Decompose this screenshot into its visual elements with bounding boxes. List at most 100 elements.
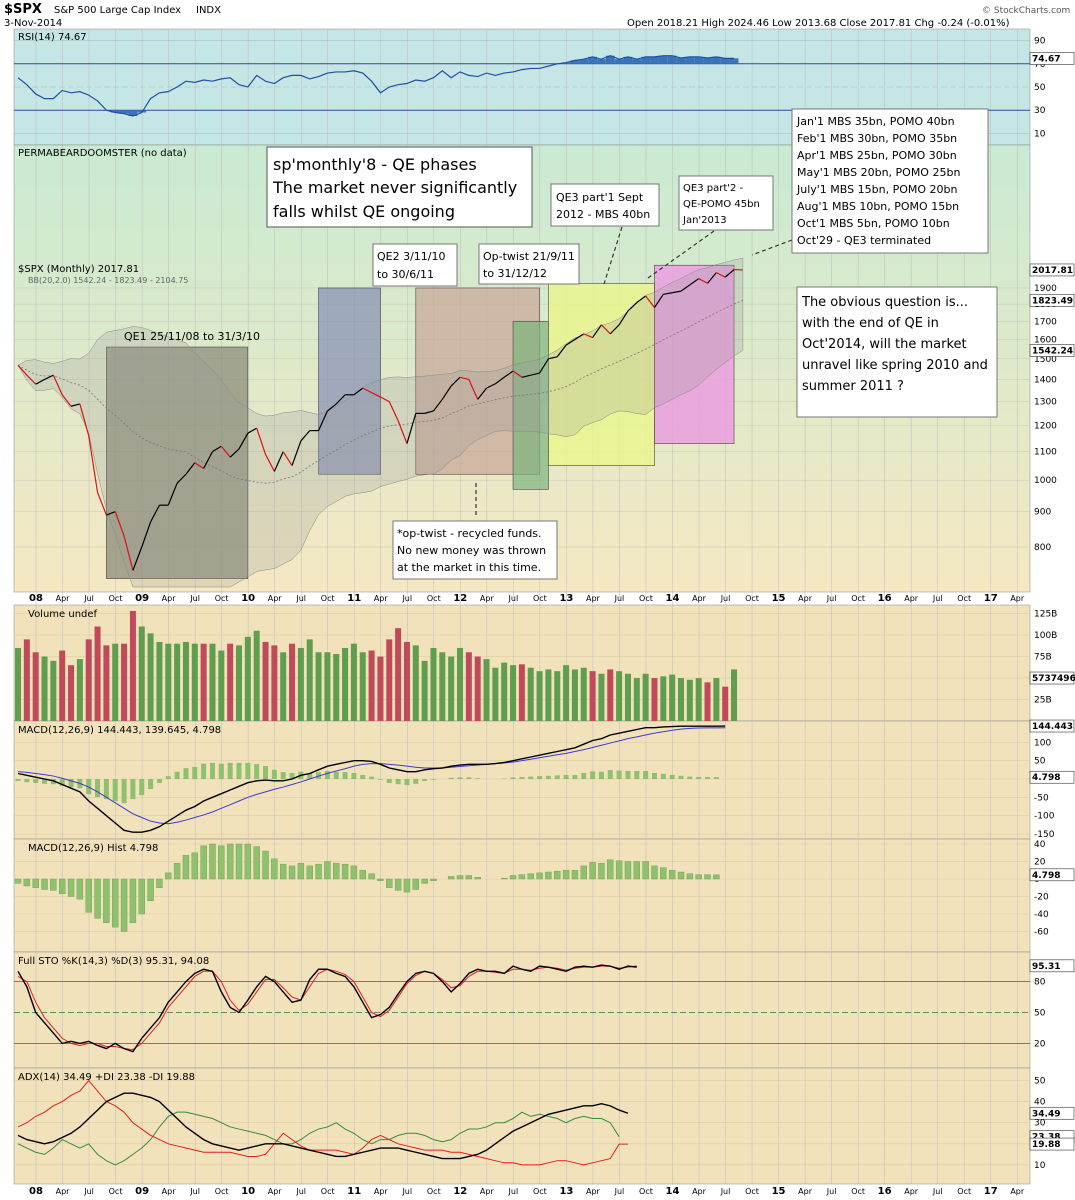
x-tick-label: 14 — [666, 1186, 680, 1197]
y-tick-label: 90 — [1034, 37, 1046, 47]
adx-last-label-box — [1029, 1106, 1075, 1120]
y-tick-label: -100 — [1034, 812, 1055, 822]
price-segment — [282, 451, 293, 466]
macd-hist-bar — [226, 843, 234, 880]
macd-hist-bar — [456, 875, 464, 880]
price-segment — [132, 546, 143, 571]
macd-hist-bar — [209, 843, 216, 880]
volume-bar — [236, 645, 242, 721]
volume-bar — [492, 667, 499, 721]
y-tick-label: 1100 — [1034, 448, 1057, 458]
volume-bar — [15, 647, 21, 721]
macd-hist-bar — [85, 878, 92, 913]
price-segment — [229, 448, 240, 458]
volume-bar — [642, 673, 649, 721]
macd-hist-bar — [324, 861, 331, 880]
y-tick-label: 125B — [1034, 610, 1057, 620]
x-tick-label: Apr — [1010, 594, 1025, 603]
x-tick-label: Oct — [321, 594, 335, 603]
volume-bar — [121, 643, 128, 721]
x-tick-label: 16 — [878, 593, 892, 604]
rsi-last-label-box — [1029, 52, 1075, 65]
price-segment — [397, 420, 408, 444]
macd-hist-bar — [518, 874, 526, 880]
rsi-last-label: 74.67 — [1032, 54, 1060, 64]
macd-hist-bar — [386, 878, 393, 888]
x-tick-label: Oct — [321, 1187, 335, 1196]
price-segment — [672, 290, 682, 294]
macd-hist-bar — [554, 870, 561, 880]
price-segment — [212, 445, 222, 453]
y-tick-label: 50 — [1034, 83, 1046, 93]
price-segment — [167, 482, 178, 506]
macd-hist-bar — [447, 876, 455, 880]
adx-title: ADX(14) 34.49 +DI 23.38 -DI 19.88 — [18, 1072, 195, 1083]
rsi-title: RSI(14) 74.67 — [18, 32, 87, 43]
y-tick-label: 70 — [1034, 60, 1046, 70]
svg-text:sp'monthly'8 - QE phases: sp'monthly'8 - QE phases — [273, 155, 477, 174]
x-tick-label: Oct — [745, 1187, 759, 1196]
x-tick-label: Jul — [508, 594, 519, 603]
macd-hist-bar — [474, 877, 481, 880]
x-tick-label: Jul — [295, 1187, 306, 1196]
price-segment — [327, 403, 337, 412]
svg-text:2012 - MBS 40bn: 2012 - MBS 40bn — [556, 208, 650, 221]
macd-hist-title: MACD(12,26,9) Hist 4.798 — [28, 843, 158, 854]
volume-bar — [571, 669, 578, 721]
volume-bar — [174, 643, 181, 721]
volume-bar — [722, 686, 729, 721]
svg-text:with the end of QE in: with the end of QE in — [802, 316, 939, 331]
x-tick-label: Jul — [508, 1187, 519, 1196]
volume-bar — [315, 652, 322, 721]
volume-bar — [59, 650, 66, 721]
annotation-taper-schedule: Jan'1 MBS 35bn, POMO 40bn Feb'1 MBS 30bn… — [791, 108, 989, 254]
price-segment — [556, 344, 567, 358]
macd-hist-bar — [297, 863, 305, 880]
volume-bar — [527, 667, 534, 721]
price-segment — [663, 292, 673, 295]
volume-bar — [253, 630, 260, 721]
annotation-question: The obvious question is... with the end … — [796, 286, 998, 418]
price-segment — [106, 511, 116, 516]
x-tick-label: Apr — [692, 594, 707, 603]
volume-bar — [289, 643, 296, 721]
volume-bar — [403, 641, 410, 721]
x-tick-label: Jul — [401, 1187, 412, 1196]
x-tick-label: Jul — [83, 1187, 94, 1196]
x-tick-label: Oct — [427, 594, 441, 603]
y-tick-label: -40 — [1034, 910, 1049, 920]
price-segment — [61, 394, 72, 407]
annotation-qe1: QE1 25/11/08 to 31/3/10 — [124, 330, 260, 343]
macd-hist-bar — [607, 859, 614, 880]
x-tick-label: 10 — [241, 593, 255, 604]
price-segment — [141, 521, 152, 548]
rsi-line — [17, 55, 735, 117]
qe-phase-boxes — [106, 264, 735, 579]
macd-hist-bar — [244, 843, 252, 880]
macd-hist-bar — [67, 878, 75, 897]
x-tick-label: 12 — [453, 593, 467, 604]
volume-bar — [218, 650, 225, 721]
price-segment — [318, 410, 328, 431]
macd-hist-bar — [598, 863, 605, 880]
qe3-part1-box — [548, 282, 655, 466]
y-tick-label: 800 — [1034, 543, 1051, 553]
annotation-op-twist-note: *op-twist - recycled funds. No new money… — [392, 520, 558, 580]
x-tick-label: 16 — [878, 1186, 892, 1197]
svg-text:Oct'2014, will the market: Oct'2014, will the market — [802, 337, 967, 352]
volume-bar — [563, 665, 570, 721]
macd-hist-bar — [173, 863, 181, 880]
volume-bar — [147, 633, 154, 721]
price-segment — [468, 379, 479, 400]
plot-series — [14, 55, 744, 1166]
macd-hist-bar — [545, 871, 552, 880]
macd-hist-bar — [200, 845, 207, 880]
annotation-main-title: sp'monthly'8 - QE phases The market neve… — [266, 146, 533, 228]
x-tick-label: Apr — [162, 1187, 177, 1196]
volume-bar — [306, 639, 313, 721]
x-tick-label: Oct — [639, 1187, 653, 1196]
x-tick-label: Oct — [639, 594, 653, 603]
price-segment — [512, 370, 523, 378]
svg-text:The obvious question is...: The obvious question is... — [801, 295, 968, 310]
bollinger-band — [17, 257, 744, 588]
